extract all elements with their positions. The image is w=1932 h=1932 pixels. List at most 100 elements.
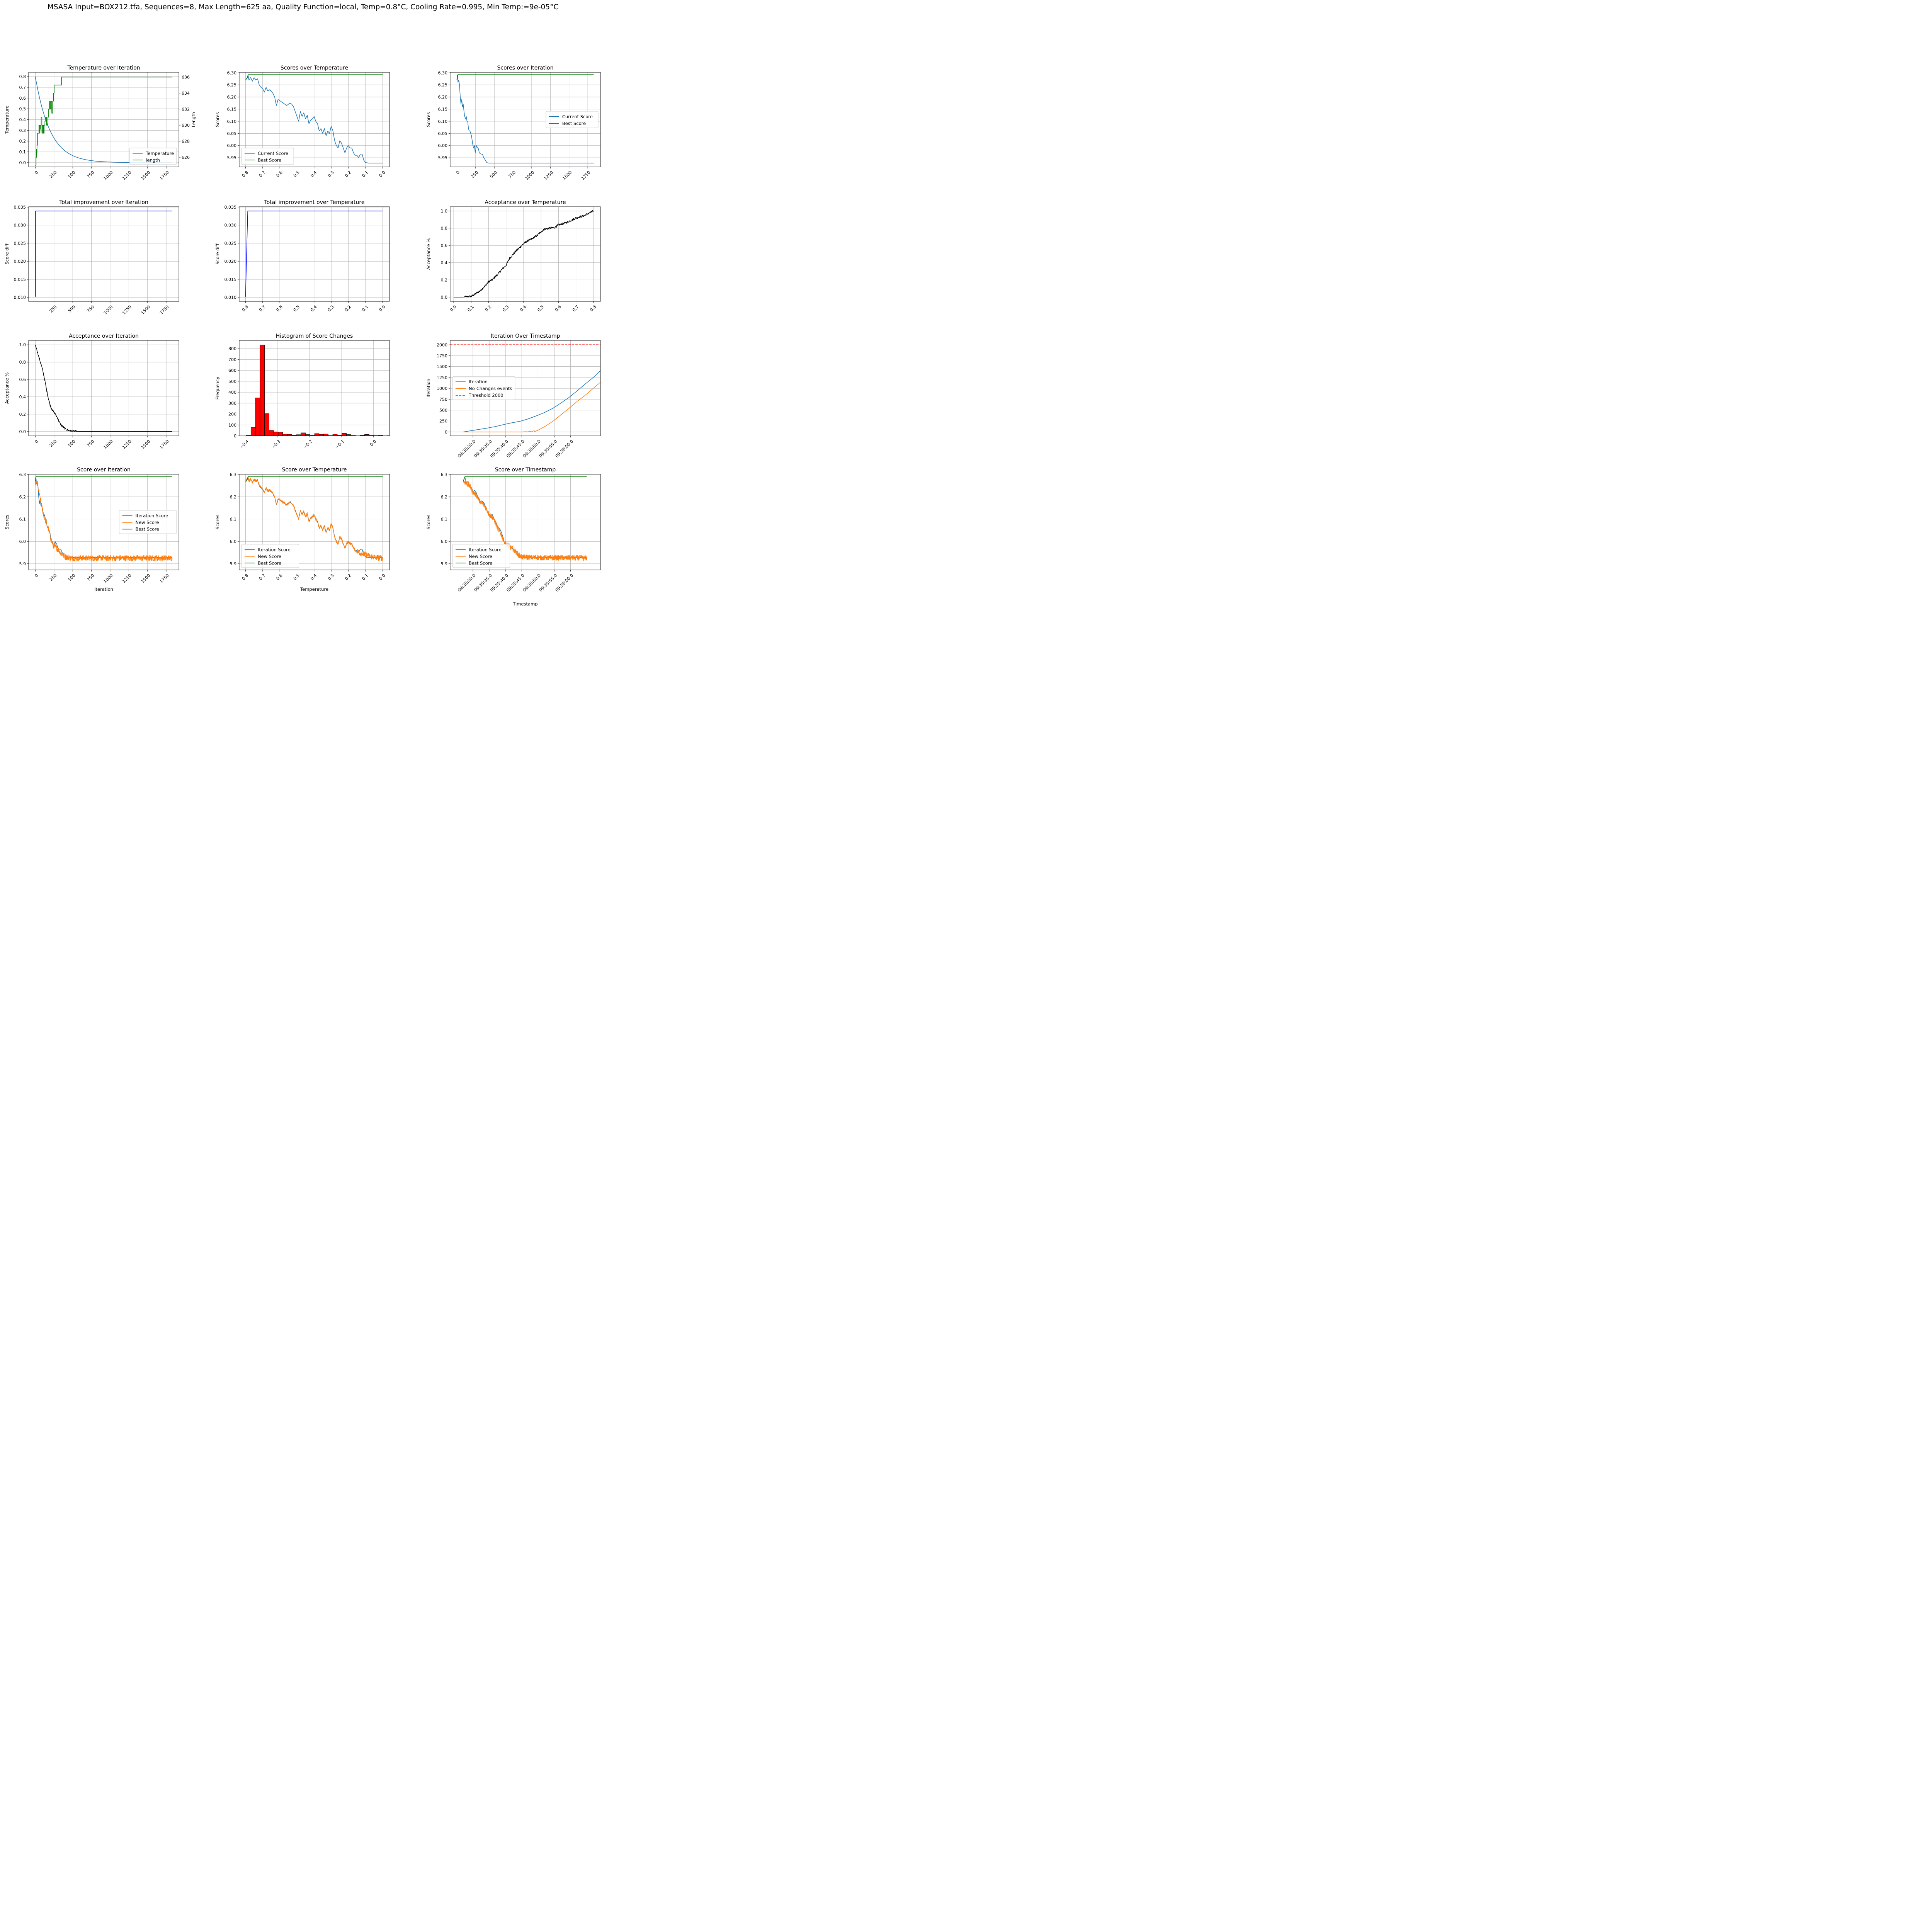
y-axis-label: Frequency: [215, 377, 220, 400]
legend-label: Best Score: [136, 527, 159, 532]
series-line-best-score: [35, 476, 172, 481]
histogram-bar: [346, 434, 351, 436]
histogram-bar: [264, 413, 269, 436]
y-axis-label: Scores: [4, 515, 10, 529]
figure-svg: 0 250 500 750 1000 1250 1500 17500.00.10.20.30.…: [4, 65, 601, 606]
x-tick-label: 0.3: [327, 573, 335, 582]
series-line-no-changes-events: [463, 382, 600, 432]
histogram-bar: [364, 434, 369, 436]
y-tick-label: 0.7: [19, 85, 26, 90]
x-tick-label: 500: [67, 304, 77, 314]
series-line-best-score: [245, 74, 383, 80]
legend-label: New Score: [258, 554, 281, 559]
x-tick-label: 1750: [159, 439, 170, 450]
y2-tick-label: 630: [182, 123, 190, 128]
x-tick-label: 1250: [543, 170, 554, 181]
x-tick-label: 250: [49, 170, 58, 179]
x-tick-label: 0.1: [361, 573, 369, 582]
y-tick-label: 0.4: [19, 117, 26, 122]
y-tick-label: 6.20: [227, 95, 237, 100]
histogram-bar: [323, 434, 328, 436]
x-tick-label: 0.5: [293, 170, 301, 179]
x-tick-label: −0.4: [239, 439, 250, 450]
histogram-bar: [319, 434, 324, 436]
x-tick-label: 0.8: [241, 170, 250, 179]
histogram-bar: [282, 434, 287, 436]
axes-frame: [28, 206, 179, 302]
x-tick-label: 0.7: [258, 170, 267, 179]
chart-accept_temp: 0.0 0.1 0.2 0.3 0.4 0.5 0.6 0.7 0.8 0.0 0.2 0.4 0.6 0…: [426, 199, 601, 313]
y2-tick-label: 626: [182, 155, 190, 160]
y-tick-label: 0.2: [19, 139, 26, 144]
x-tick-label: 750: [86, 573, 95, 582]
legend-label: No-Changes events: [469, 386, 512, 391]
legend-box: [452, 544, 510, 568]
x-axis-label: Temperature: [300, 587, 328, 592]
chart-title: Acceptance over Temperature: [485, 199, 566, 206]
y-tick-label: 0.025: [224, 241, 237, 246]
legend-label: Iteration: [469, 379, 488, 384]
y-axis-label: Temperature: [4, 105, 10, 134]
y-tick-label: 0.5: [19, 107, 26, 112]
legend-box: [241, 544, 299, 568]
chart-score_ts: 09:35:30.009:35:35.009:35:40.009:35:45.0…: [426, 467, 601, 606]
y-tick-label: 0.020: [14, 259, 26, 264]
x-tick-label: 0.0: [378, 170, 386, 179]
x-tick-label: 0.1: [361, 170, 369, 179]
legend-label: Best Score: [469, 560, 492, 566]
legend-label: Best Score: [258, 560, 281, 566]
y-tick-label: 6.00: [227, 143, 237, 148]
x-tick-label: 0.2: [344, 170, 352, 179]
chart-scores_iter: 0 250 500 750 1000 1250 1500 1750 5.95 6.00 6.05 6.…: [426, 65, 601, 181]
axes-frame: [28, 474, 179, 570]
y-tick-label: 6.15: [227, 107, 237, 112]
series-line-length: [35, 77, 172, 166]
y-tick-label: 0.020: [224, 259, 237, 264]
y-tick-label: 0.8: [19, 74, 26, 79]
histogram-bar: [378, 435, 383, 436]
y-tick-label: 0.2: [19, 412, 26, 417]
y-tick-label: 1000: [437, 386, 447, 391]
y-tick-label: 0.035: [14, 205, 26, 210]
figure-canvas: MSASA Input=BOX212.tfa, Sequences=8, Max…: [0, 0, 606, 606]
axes-frame: [239, 72, 390, 167]
legend-box: [119, 510, 177, 534]
x-tick-label: 1250: [121, 304, 133, 316]
y-tick-label: 1500: [437, 364, 447, 369]
y-tick-label: 6.1: [230, 517, 237, 522]
y-tick-label: 6.3: [19, 472, 26, 477]
y-tick-label: 6.20: [438, 95, 448, 100]
legend-label: length: [146, 157, 160, 163]
histogram-bar: [296, 434, 301, 436]
y-tick-label: 0.2: [441, 277, 448, 282]
axes-frame: [450, 206, 601, 302]
x-tick-label: 750: [507, 170, 517, 179]
chart-score_iter: 0 250 500 750 1000 1250 1500 1750 5.9 6.0 6.1 6.2 6.…: [4, 467, 179, 592]
chart-title: Acceptance over Iteration: [69, 333, 139, 339]
x-tick-label: 0.7: [258, 573, 267, 582]
y-axis-label: Acceptance %: [426, 238, 431, 270]
y-tick-label: 6.0: [230, 539, 237, 544]
y-axis-label: Acceptance %: [4, 372, 10, 404]
x-tick-label: 500: [489, 170, 498, 179]
histogram-bar: [287, 434, 292, 436]
y2-tick-label: 634: [182, 91, 190, 96]
legend-label: Threshold 2000: [468, 393, 503, 398]
histogram-bar: [250, 427, 256, 436]
x-tick-label: 750: [86, 304, 95, 314]
y-axis-label: Scores: [426, 112, 431, 127]
x-tick-label: −0.3: [271, 439, 282, 450]
x-tick-label: 1000: [103, 304, 114, 316]
x-tick-label: 0.6: [275, 170, 284, 179]
axes-frame: [450, 72, 601, 167]
y-tick-label: 100: [228, 423, 236, 428]
figure-suptitle: MSASA Input=BOX212.tfa, Sequences=8, Max…: [47, 3, 559, 11]
series-line-new-score: [35, 479, 173, 561]
x-tick-label: 1250: [121, 573, 133, 584]
legend-label: Best Score: [562, 121, 586, 126]
x-tick-label: 0.6: [554, 304, 563, 313]
